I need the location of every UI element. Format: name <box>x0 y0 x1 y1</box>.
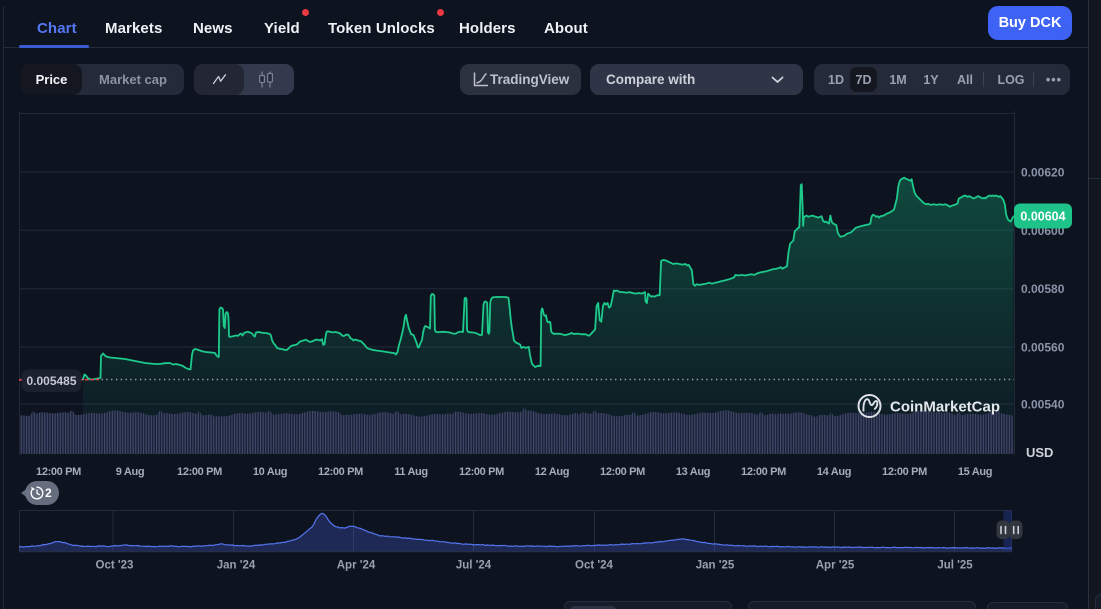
svg-text:0.00604: 0.00604 <box>1020 210 1065 224</box>
svg-text:12:00 PM: 12:00 PM <box>882 466 927 478</box>
svg-text:Apr '24: Apr '24 <box>337 560 376 572</box>
svg-text:Jul '24: Jul '24 <box>456 560 492 572</box>
svg-text:12:00 PM: 12:00 PM <box>741 466 786 478</box>
svg-text:11 Aug: 11 Aug <box>394 466 428 478</box>
svg-text:0.00620: 0.00620 <box>1021 166 1065 180</box>
svg-text:12:00 PM: 12:00 PM <box>36 466 81 478</box>
svg-text:10 Aug: 10 Aug <box>253 466 287 478</box>
svg-text:15 Aug: 15 Aug <box>958 466 992 478</box>
svg-text:USD: USD <box>1026 445 1053 460</box>
svg-text:14 Aug: 14 Aug <box>817 466 851 478</box>
svg-text:13 Aug: 13 Aug <box>676 466 710 478</box>
svg-text:CoinMarketCap: CoinMarketCap <box>890 399 1000 416</box>
svg-text:Oct '24: Oct '24 <box>575 560 613 572</box>
svg-text:0.00580: 0.00580 <box>1021 282 1065 296</box>
svg-text:Jan '24: Jan '24 <box>217 560 256 572</box>
svg-text:Apr '25: Apr '25 <box>816 560 855 572</box>
svg-text:Jul '25: Jul '25 <box>937 560 973 572</box>
svg-text:9 Aug: 9 Aug <box>116 466 144 478</box>
svg-text:Jan '25: Jan '25 <box>696 560 735 572</box>
svg-text:12:00 PM: 12:00 PM <box>318 466 363 478</box>
svg-text:Oct '23: Oct '23 <box>96 560 134 572</box>
svg-text:12:00 PM: 12:00 PM <box>177 466 222 478</box>
svg-text:12:00 PM: 12:00 PM <box>600 466 645 478</box>
svg-text:0.00540: 0.00540 <box>1021 398 1065 412</box>
svg-text:12 Aug: 12 Aug <box>535 466 569 478</box>
svg-text:0.00560: 0.00560 <box>1021 341 1065 355</box>
svg-text:12:00 PM: 12:00 PM <box>459 466 504 478</box>
svg-text:0.005485: 0.005485 <box>26 374 76 388</box>
